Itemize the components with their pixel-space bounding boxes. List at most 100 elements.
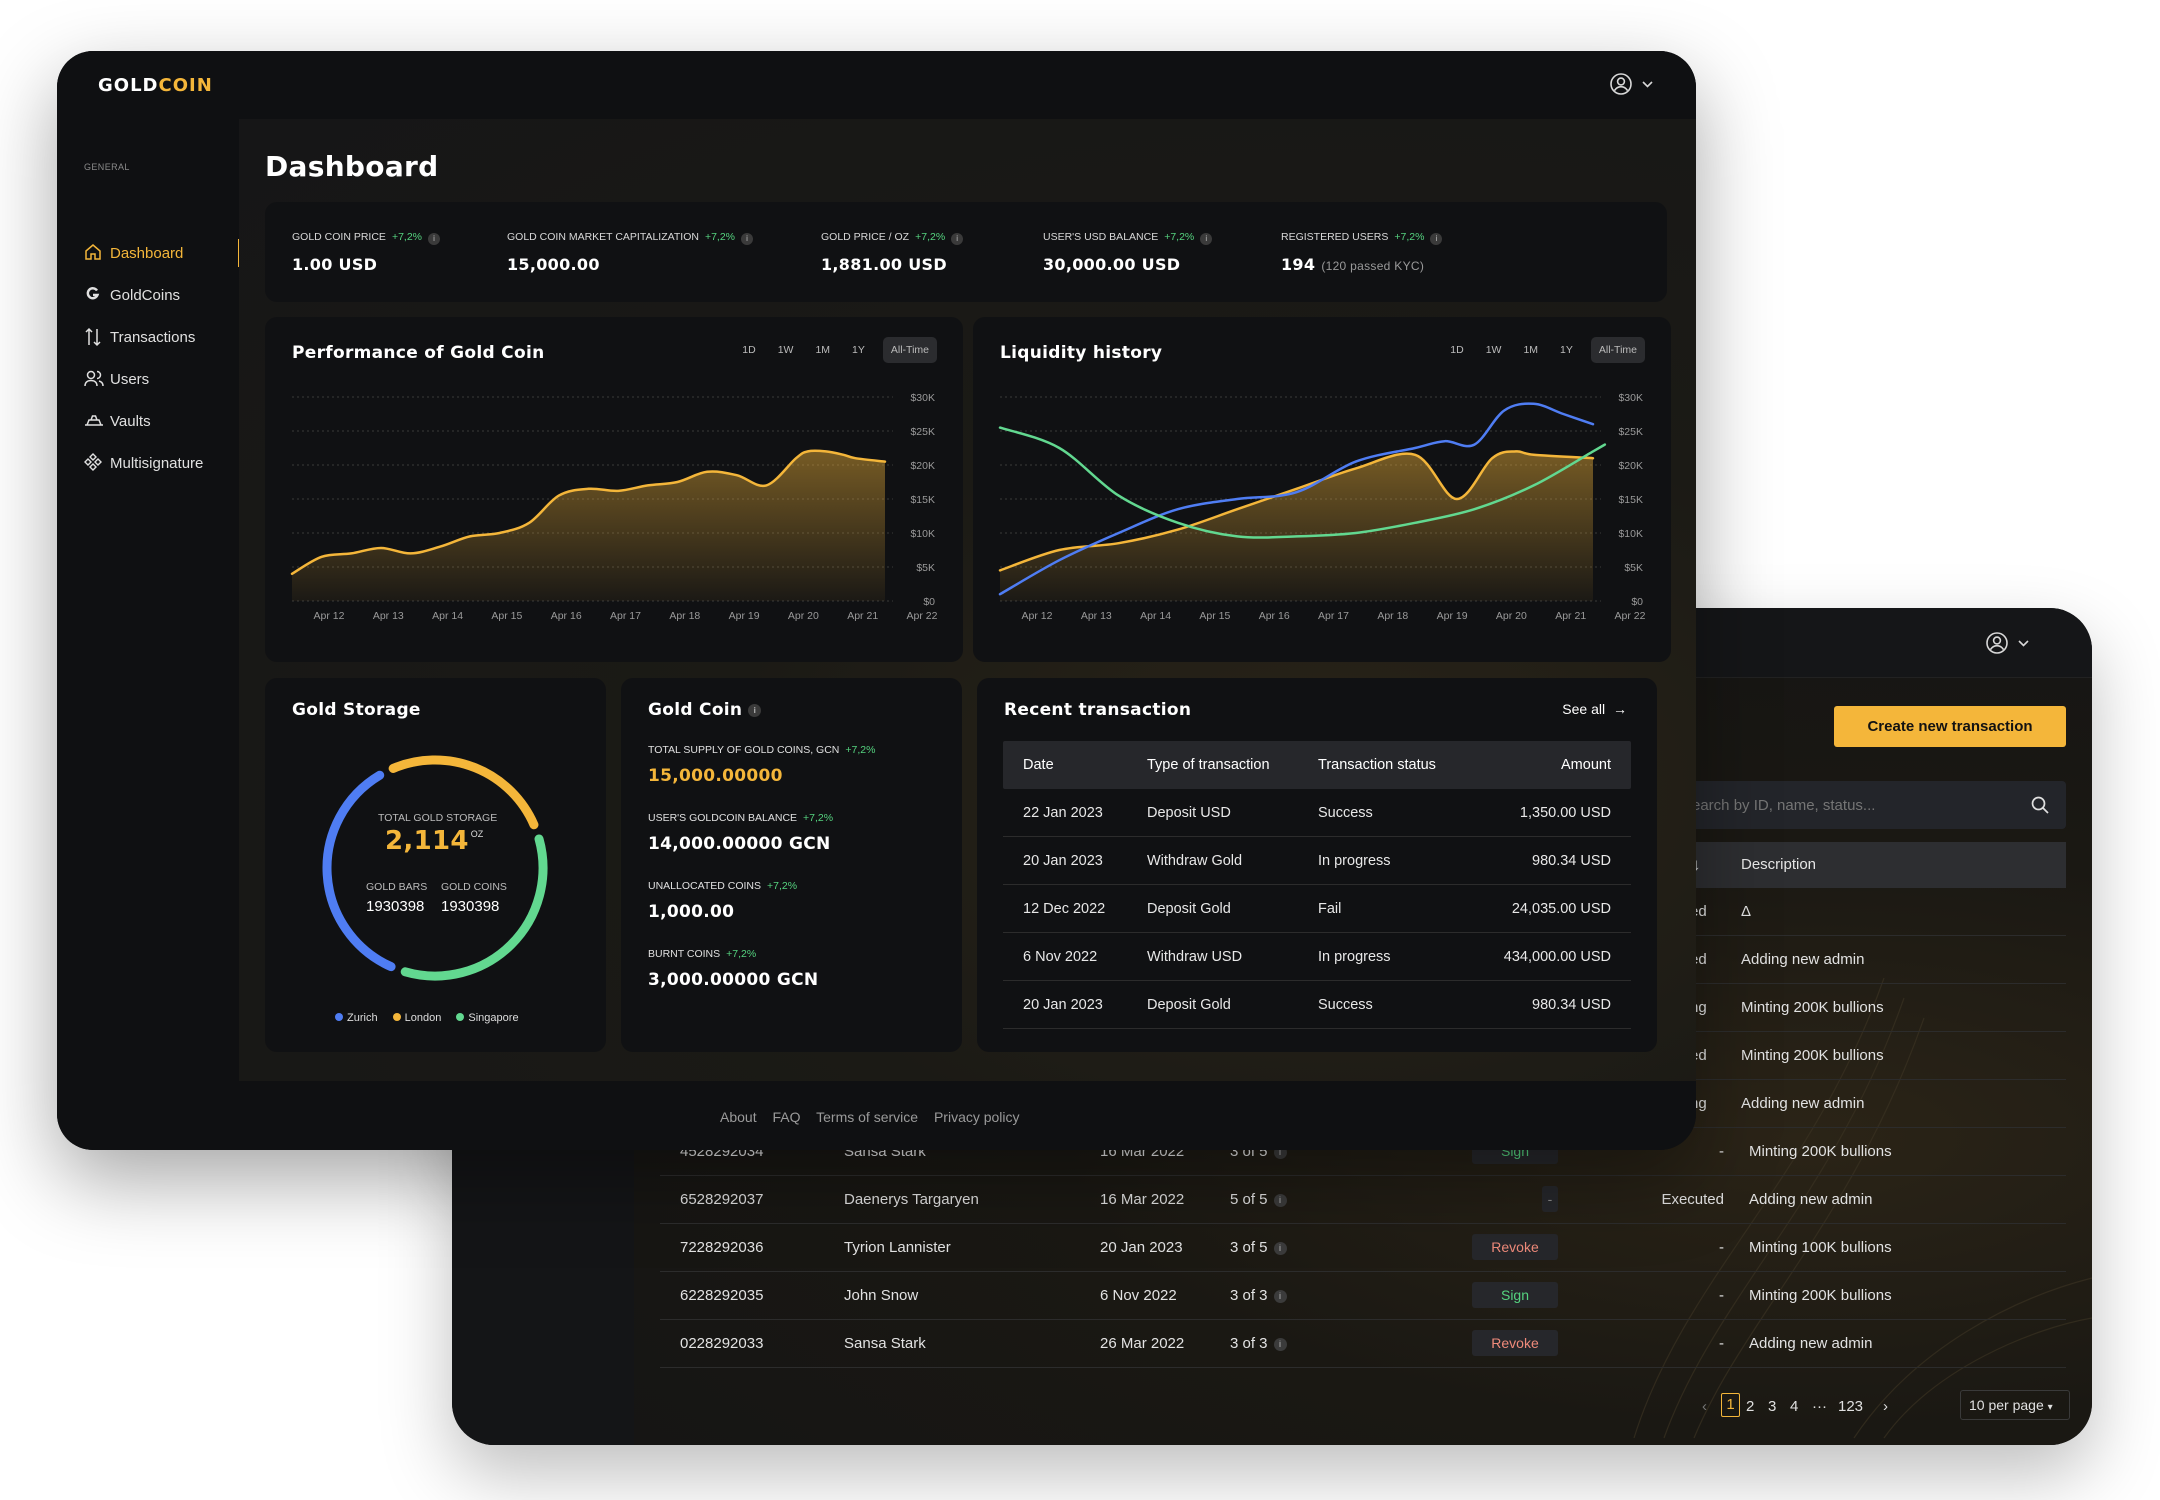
range-option-1w[interactable]: 1W <box>1485 344 1502 356</box>
footer-link-privacy[interactable]: Privacy policy <box>933 1109 1020 1125</box>
range-option-1d[interactable]: 1D <box>1450 344 1464 356</box>
page-number[interactable]: 3 <box>1768 1398 1777 1415</box>
sidebar-item-dashboard[interactable]: Dashboard <box>84 239 240 267</box>
series-line[interactable] <box>998 450 1595 572</box>
info-icon[interactable]: i <box>1273 1338 1287 1351</box>
sidebar-item-transactions[interactable]: Transactions <box>84 323 239 351</box>
x-tick-label: Apr 21 <box>1555 610 1586 622</box>
range-option-1m[interactable]: 1M <box>1523 344 1539 356</box>
table-row[interactable]: 20 Jan 2023 Deposit Gold Success 980.34 USD <box>1003 981 1631 1029</box>
row-amount: 24,035.00 USD <box>1511 901 1611 917</box>
user-avatar-icon[interactable] <box>1610 73 1658 97</box>
info-icon[interactable]: i <box>1273 1290 1287 1303</box>
column-header-status[interactable]: Transaction status <box>1318 757 1436 773</box>
table-row[interactable]: 6228292035 John Snow 6 Nov 2022 3 of 3 i Sign… <box>660 1272 2066 1320</box>
info-icon[interactable]: i <box>1430 233 1443 245</box>
search-input[interactable] <box>1684 781 2004 829</box>
partial-row[interactable]: ed Adding new admin <box>1684 936 2066 984</box>
series-line[interactable] <box>998 426 1607 539</box>
range-option-1d[interactable]: 1D <box>742 344 756 356</box>
legend-label: London <box>404 1012 442 1024</box>
info-icon[interactable]: i <box>748 704 762 717</box>
range-option-all-time[interactable]: All-Time <box>882 337 937 363</box>
partial-row[interactable]: ng Minting 200K bullions <box>1684 984 2066 1032</box>
create-transaction-button[interactable]: Create new transaction <box>1834 706 2066 747</box>
goldcoin-logo[interactable]: GOLDCOIN <box>98 75 213 96</box>
donut-segment-zurich[interactable] <box>322 770 396 972</box>
legend-swatch <box>456 1013 465 1021</box>
donut-segment-singapore[interactable] <box>400 834 548 981</box>
prev-page-icon[interactable]: ‹ <box>1702 1398 1707 1415</box>
per-page-select[interactable]: 10 per page ▾ <box>1960 1390 2070 1420</box>
range-option-1m[interactable]: 1M <box>815 344 831 356</box>
info-icon[interactable]: i <box>741 233 754 245</box>
see-all-link[interactable]: See all → <box>1562 701 1627 717</box>
search-icon[interactable] <box>2030 795 2050 815</box>
sidebar-item-multisignature[interactable]: Multisignature <box>84 449 239 477</box>
row-revoke-button[interactable]: Revoke <box>1472 1330 1558 1356</box>
info-icon[interactable]: i <box>1273 1242 1287 1255</box>
series-area <box>292 450 885 601</box>
row-id: 0228292033 <box>680 1335 764 1352</box>
range-option-all-time[interactable]: All-Time <box>1590 337 1645 363</box>
table-row[interactable]: 6528292037 Daenerys Targaryen 16 Mar 2022 5… <box>660 1176 2066 1224</box>
search-box[interactable] <box>1684 781 2066 829</box>
page-number[interactable]: 4 <box>1790 1398 1799 1415</box>
table-row[interactable]: 6 Nov 2022 Withdraw USD In progress 434,000… <box>1003 933 1631 981</box>
page-number[interactable]: 1 <box>1721 1393 1740 1417</box>
row-date: 12 Dec 2022 <box>1023 901 1106 917</box>
series-line[interactable] <box>998 402 1595 596</box>
user-avatar-icon[interactable] <box>1986 632 2034 656</box>
footer-link-faq[interactable]: FAQ <box>772 1109 801 1125</box>
table-row[interactable]: 22 Jan 2023 Deposit USD Success 1,350.00 US… <box>1003 789 1631 837</box>
table-row[interactable]: 7228292036 Tyrion Lannister 20 Jan 2023 3 o… <box>660 1224 2066 1272</box>
back-user-menu[interactable] <box>1986 632 2034 661</box>
y-tick-label: $5K <box>1624 562 1643 574</box>
legend-label: Singapore <box>468 1012 519 1024</box>
row-sign-button[interactable]: Sign <box>1472 1282 1558 1308</box>
partial-row[interactable]: ed Minting 200K bullions <box>1684 1032 2066 1080</box>
table-row[interactable]: 20 Jan 2023 Withdraw Gold In progress 980.3… <box>1003 837 1631 885</box>
range-option-1w[interactable]: 1W <box>777 344 794 356</box>
footer-link-about[interactable]: About <box>720 1109 757 1125</box>
range-option-1y[interactable]: 1Y <box>1560 344 1573 356</box>
page-number[interactable]: 2 <box>1746 1398 1755 1415</box>
coin-label: USER'S GOLDCOIN BALANCE <box>648 812 798 824</box>
x-tick-label: Apr 22 <box>1615 610 1646 622</box>
sidebar-item-label: Users <box>110 371 150 388</box>
sidebar-item-users[interactable]: Users <box>84 365 239 393</box>
footer-link-terms[interactable]: Terms of service <box>816 1109 919 1125</box>
storage-legend: Zurich London Singapore <box>335 1012 531 1024</box>
column-header-type[interactable]: Type of transaction <box>1147 757 1270 773</box>
partial-row[interactable]: ng Adding new admin <box>1684 1080 2066 1128</box>
x-tick-label: Apr 18 <box>1377 610 1408 622</box>
gold-storage-card: Gold Storage TOTAL GOLD STORAGE 2,114 OZ … <box>265 678 606 1052</box>
user-menu[interactable] <box>1610 73 1658 102</box>
row-type: Withdraw Gold <box>1147 853 1243 869</box>
row-revoke-button[interactable]: Revoke <box>1472 1234 1558 1260</box>
info-icon[interactable]: i <box>428 233 441 245</box>
info-icon[interactable]: i <box>1200 233 1213 245</box>
range-option-1y[interactable]: 1Y <box>852 344 865 356</box>
row-date: 20 Jan 2023 <box>1023 853 1103 869</box>
gold-bars-label: GOLD BARS <box>366 881 428 893</box>
column-header-amount[interactable]: Amount <box>1561 757 1611 773</box>
sort-arrow-icon[interactable]: ↓ <box>1692 855 1701 874</box>
table-row[interactable]: 0228292033 Sansa Stark 26 Mar 2022 3 of 3 i R… <box>660 1320 2066 1368</box>
sidebar-item-goldcoins[interactable]: GoldCoins <box>84 281 239 309</box>
page-number[interactable]: 123 <box>1838 1398 1864 1415</box>
row-status: - <box>1719 1287 1724 1304</box>
info-icon[interactable]: i <box>951 233 964 245</box>
column-header-date[interactable]: Date <box>1023 757 1054 773</box>
sidebar-item-vaults[interactable]: Vaults <box>84 407 239 435</box>
partial-row[interactable]: ed Δ <box>1684 888 2066 936</box>
next-page-icon[interactable]: › <box>1883 1398 1888 1415</box>
row-signatures: 3 of 3 i <box>1230 1335 1287 1352</box>
legend-item: Zurich <box>335 1012 378 1024</box>
info-icon[interactable]: i <box>1273 1194 1287 1207</box>
back-table-header: ↓ Description <box>1684 842 2066 888</box>
row-status: - <box>1719 1335 1724 1352</box>
table-row[interactable]: 12 Dec 2022 Deposit Gold Fail 24,035.00 USD <box>1003 885 1631 933</box>
donut-segment-london[interactable] <box>388 755 539 830</box>
series-line[interactable] <box>290 449 887 576</box>
